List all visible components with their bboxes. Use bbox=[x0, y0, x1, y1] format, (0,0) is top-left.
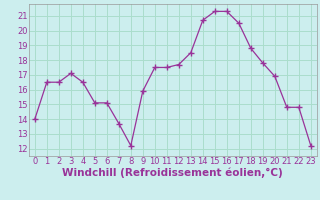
X-axis label: Windchill (Refroidissement éolien,°C): Windchill (Refroidissement éolien,°C) bbox=[62, 168, 283, 178]
